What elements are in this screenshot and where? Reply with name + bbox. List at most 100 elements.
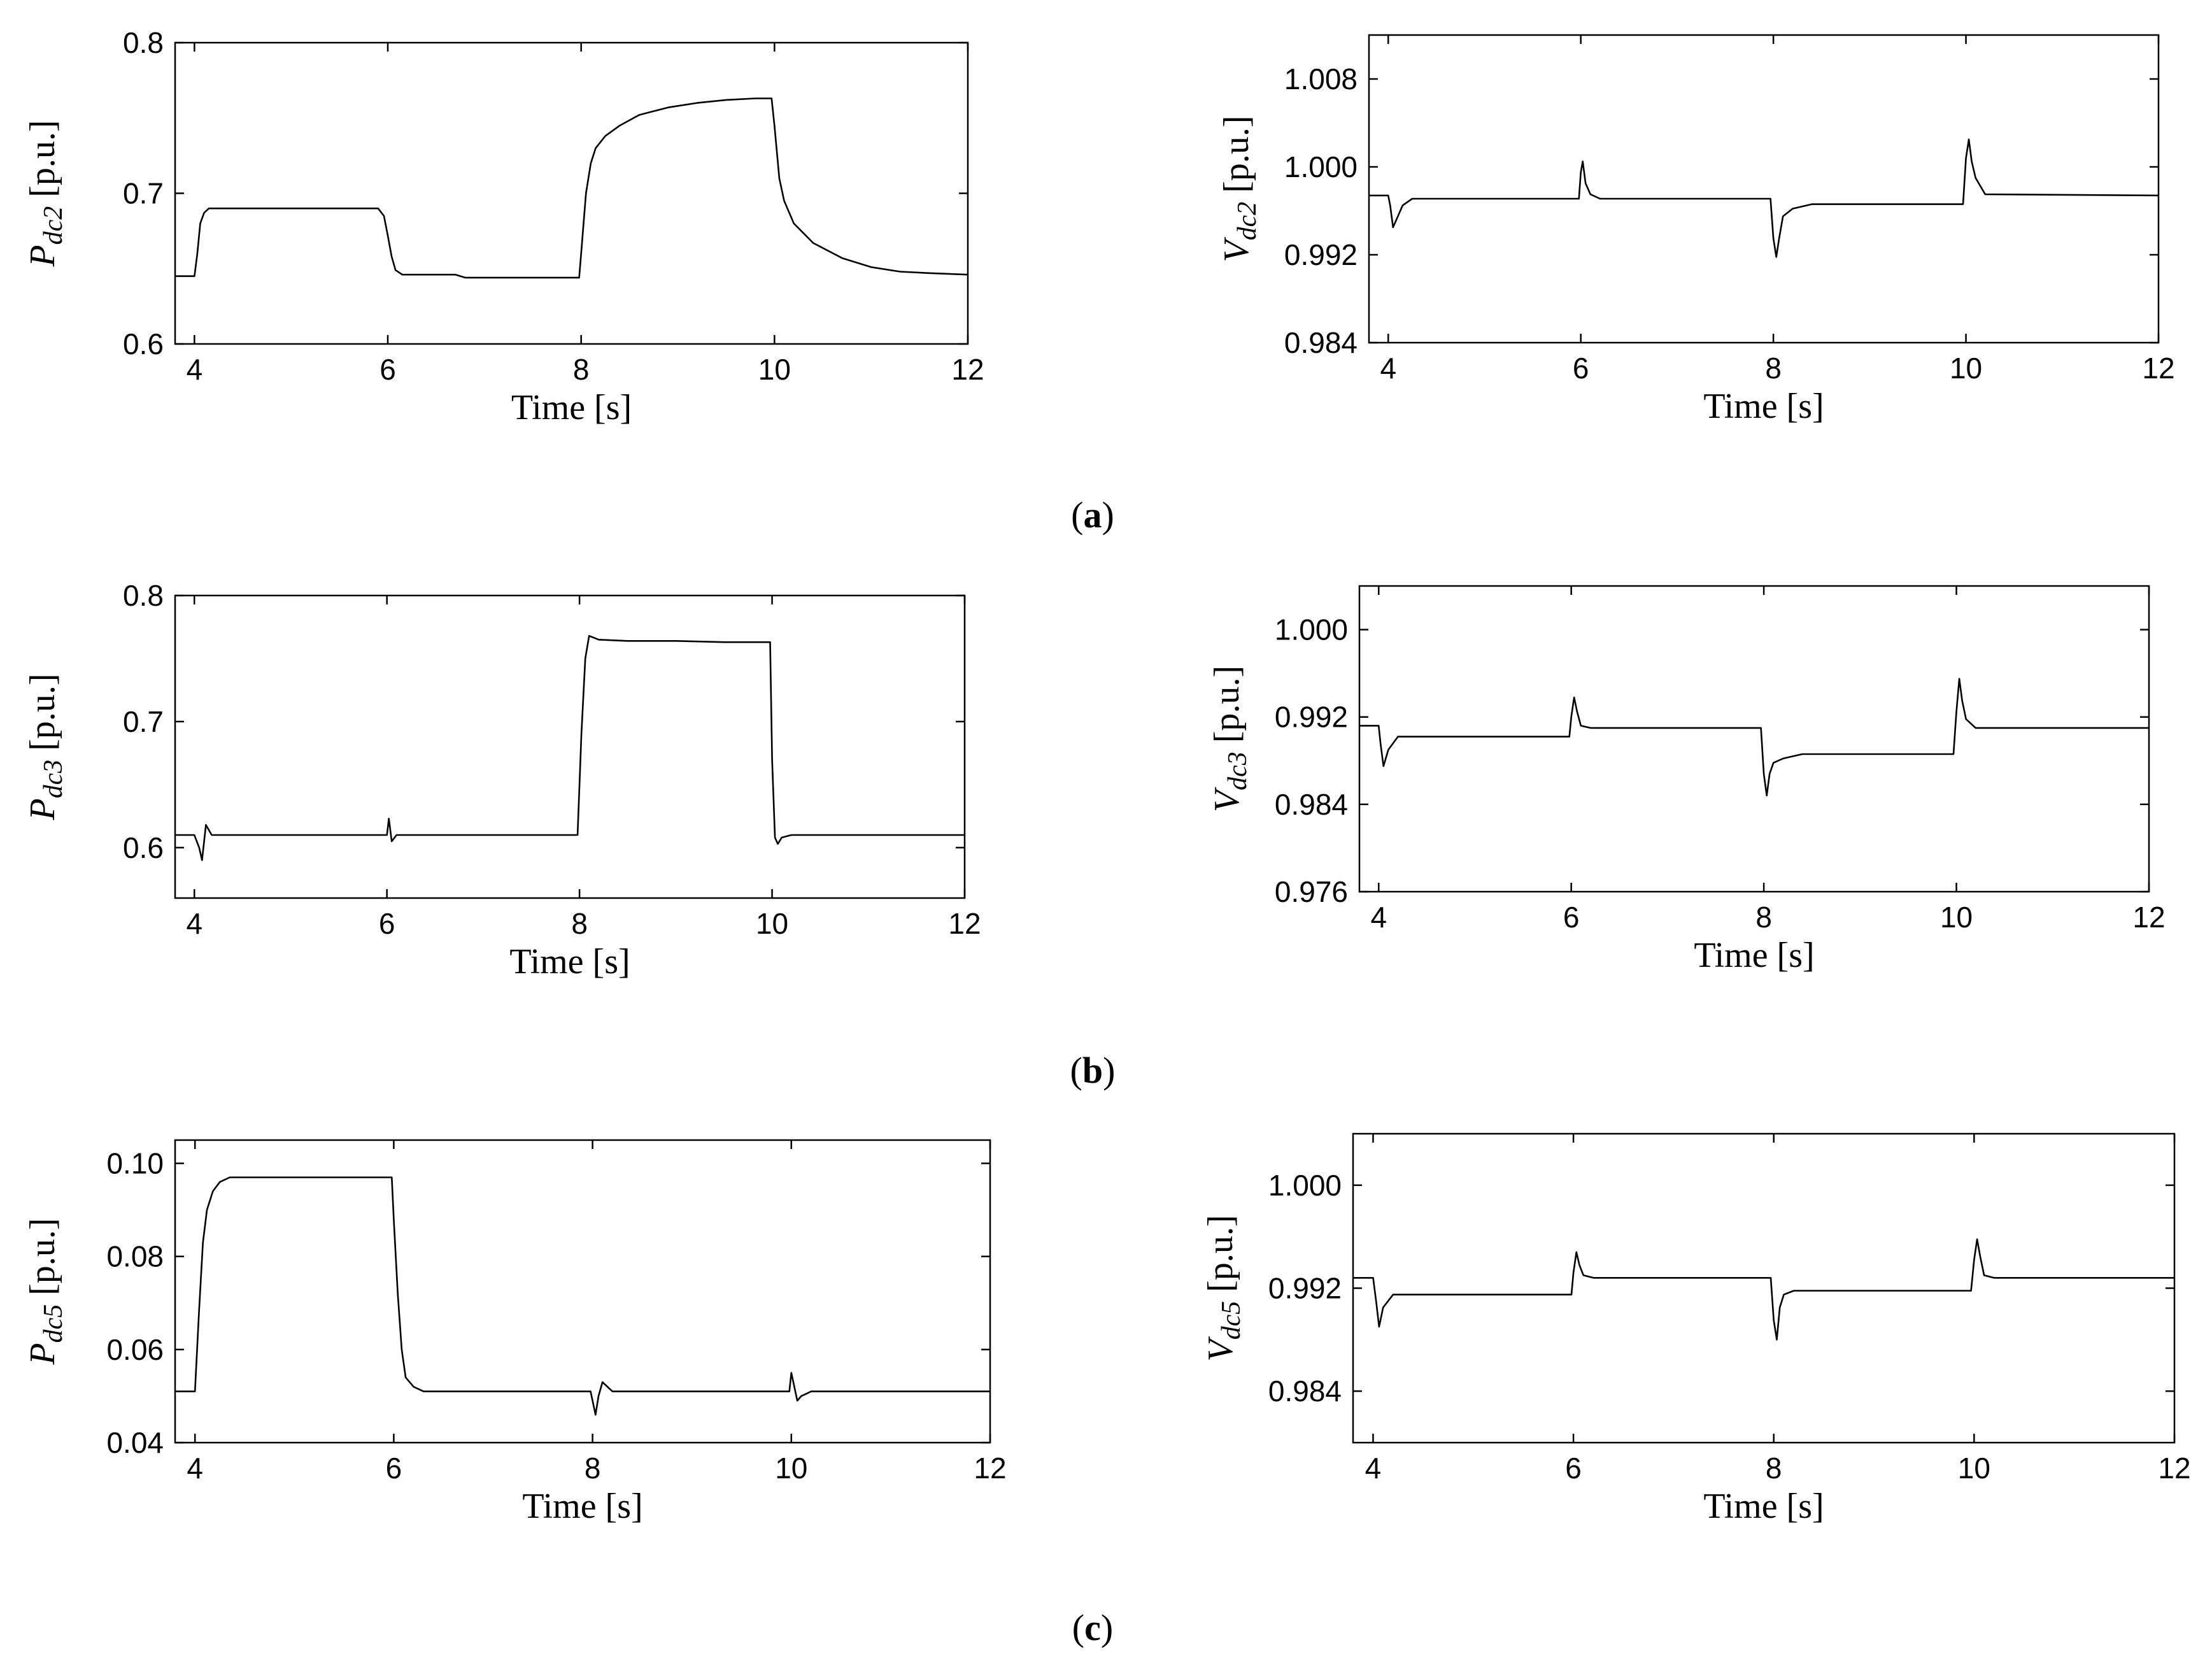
caption-open: ( [1070, 1050, 1082, 1091]
x-tick-label: 4 [1380, 352, 1396, 385]
series-line-Pdc5 [175, 1176, 990, 1416]
x-tick-label: 10 [1950, 352, 1982, 385]
y-axis-unit: [p.u.] [23, 120, 62, 206]
caption-open: ( [1071, 494, 1083, 536]
y-axis-unit: [p.u.] [1207, 666, 1247, 752]
y-axis-unit: [p.u.] [1217, 115, 1256, 201]
y-tick-label: 0.10 [106, 1147, 164, 1180]
y-tick-label: 0.7 [123, 705, 164, 738]
plot-frame [1352, 1132, 2176, 1444]
x-tick-label: 6 [379, 907, 395, 940]
x-tick-label: 12 [974, 1452, 1006, 1485]
caption-letter: b [1082, 1050, 1103, 1091]
y-axis-label: Pdc2 [p.u.] [23, 120, 68, 267]
y-tick-label: 0.984 [1275, 788, 1348, 821]
y-axis-label: Pdc3 [p.u.] [23, 673, 68, 820]
x-tick-label: 8 [1755, 901, 1772, 934]
x-tick-label: 6 [386, 1452, 402, 1485]
chart-c-right: 0.984 0.992 1.000 4 6 8 10 12 Time [s] Vdc5 [p.u.… [1201, 1132, 2191, 1526]
y-axis-subscript: dc5 [39, 1304, 68, 1343]
x-tick-label: 4 [1370, 901, 1387, 934]
series-line-Vdc2 [1369, 138, 2159, 258]
x-tick-label: 12 [948, 907, 981, 940]
x-tick-label: 4 [187, 353, 203, 386]
caption-close: ) [1102, 494, 1114, 536]
y-tick-label: 0.984 [1284, 326, 1358, 359]
y-axis-label: Vdc3 [p.u.] [1207, 666, 1252, 812]
y-tick-label: 0.8 [123, 579, 164, 612]
y-axis-symbol: P [23, 245, 62, 267]
y-tick-label: 1.000 [1268, 1169, 1342, 1202]
y-tick-label: 1.000 [1275, 613, 1348, 646]
x-tick-label: 10 [1958, 1452, 1990, 1485]
y-tick-label: 1.000 [1284, 150, 1358, 183]
caption-letter: a [1084, 494, 1102, 536]
x-tick-label: 8 [585, 1452, 601, 1485]
plot-frame [1358, 585, 2150, 893]
y-tick-label: 0.8 [123, 26, 164, 59]
x-axis-label: Time [s] [511, 388, 632, 427]
y-axis-unit: [p.u.] [23, 673, 62, 759]
panel-caption-b: (b) [1070, 1050, 1116, 1091]
x-tick-label: 8 [573, 353, 590, 386]
chart-c-left: 0.04 0.06 0.08 0.10 4 6 8 10 12 Time [s] Pdc5 [p.u… [23, 1139, 1007, 1526]
x-tick-label: 8 [571, 907, 588, 940]
y-axis-symbol: P [23, 1343, 62, 1365]
x-axis-label: Time [s] [522, 1487, 642, 1526]
chart-a-right: 0.984 0.992 1.000 1.008 4 6 8 10 12 Time [s] Vdc2 … [1217, 34, 2175, 426]
y-tick-label: 0.976 [1275, 875, 1348, 908]
x-axis-label: Time [s] [1703, 387, 1824, 426]
y-tick-label: 0.992 [1284, 238, 1358, 271]
y-axis-symbol: V [1217, 237, 1256, 262]
x-tick-label: 4 [1365, 1452, 1382, 1485]
plot-frame [174, 1139, 991, 1444]
caption-close: ) [1101, 1607, 1113, 1648]
y-axis-subscript: dc3 [1223, 752, 1252, 790]
y-axis-subscript: dc5 [1217, 1301, 1246, 1340]
y-tick-label: 0.6 [123, 327, 164, 360]
x-tick-label: 12 [2132, 901, 2165, 934]
x-tick-label: 8 [1766, 1452, 1782, 1485]
y-tick-label: 0.6 [123, 831, 164, 864]
x-tick-label: 6 [1573, 352, 1589, 385]
y-axis-label: Vdc2 [p.u.] [1217, 115, 1262, 262]
y-axis-label: Vdc5 [p.u.] [1201, 1215, 1246, 1361]
x-tick-label: 6 [1563, 901, 1580, 934]
y-axis-symbol: P [23, 798, 62, 820]
y-axis-label: Pdc5 [p.u.] [23, 1218, 68, 1365]
series-line-Vdc5 [1353, 1238, 2174, 1341]
x-tick-label: 10 [758, 353, 791, 386]
y-axis-symbol: V [1201, 1336, 1240, 1362]
plot-frame [174, 594, 966, 899]
series-line-Pdc2 [175, 97, 968, 279]
caption-letter: c [1084, 1607, 1101, 1648]
x-tick-label: 6 [1565, 1452, 1582, 1485]
series-line-Vdc3 [1359, 678, 2149, 797]
y-tick-label: 0.992 [1268, 1272, 1342, 1305]
x-tick-label: 10 [1940, 901, 1973, 934]
x-tick-label: 4 [187, 1452, 203, 1485]
y-tick-label: 0.7 [123, 177, 164, 210]
y-axis-subscript: dc2 [39, 206, 68, 245]
y-tick-label: 0.06 [106, 1333, 164, 1366]
y-axis-subscript: dc2 [1233, 202, 1262, 241]
y-tick-label: 0.08 [106, 1240, 164, 1273]
x-axis-label: Time [s] [1703, 1487, 1824, 1526]
panel-caption-a: (a) [1071, 494, 1114, 536]
y-axis-unit: [p.u.] [1201, 1215, 1240, 1301]
x-tick-label: 4 [186, 907, 202, 940]
x-axis-label: Time [s] [1694, 936, 1814, 975]
caption-close: ) [1103, 1050, 1115, 1091]
plot-frame [1368, 34, 2160, 344]
y-tick-label: 0.04 [106, 1426, 164, 1459]
y-tick-label: 0.984 [1268, 1374, 1342, 1408]
chart-b-right: 0.976 0.984 0.992 1.000 4 6 8 10 12 Time [s] Vdc3 … [1207, 585, 2166, 975]
x-tick-label: 8 [1765, 352, 1782, 385]
x-tick-label: 12 [2158, 1452, 2190, 1485]
x-axis-label: Time [s] [509, 942, 630, 981]
y-axis-symbol: V [1207, 787, 1247, 812]
x-tick-label: 12 [2142, 352, 2174, 385]
x-tick-label: 12 [951, 353, 984, 386]
series-line-Pdc3 [175, 634, 965, 861]
